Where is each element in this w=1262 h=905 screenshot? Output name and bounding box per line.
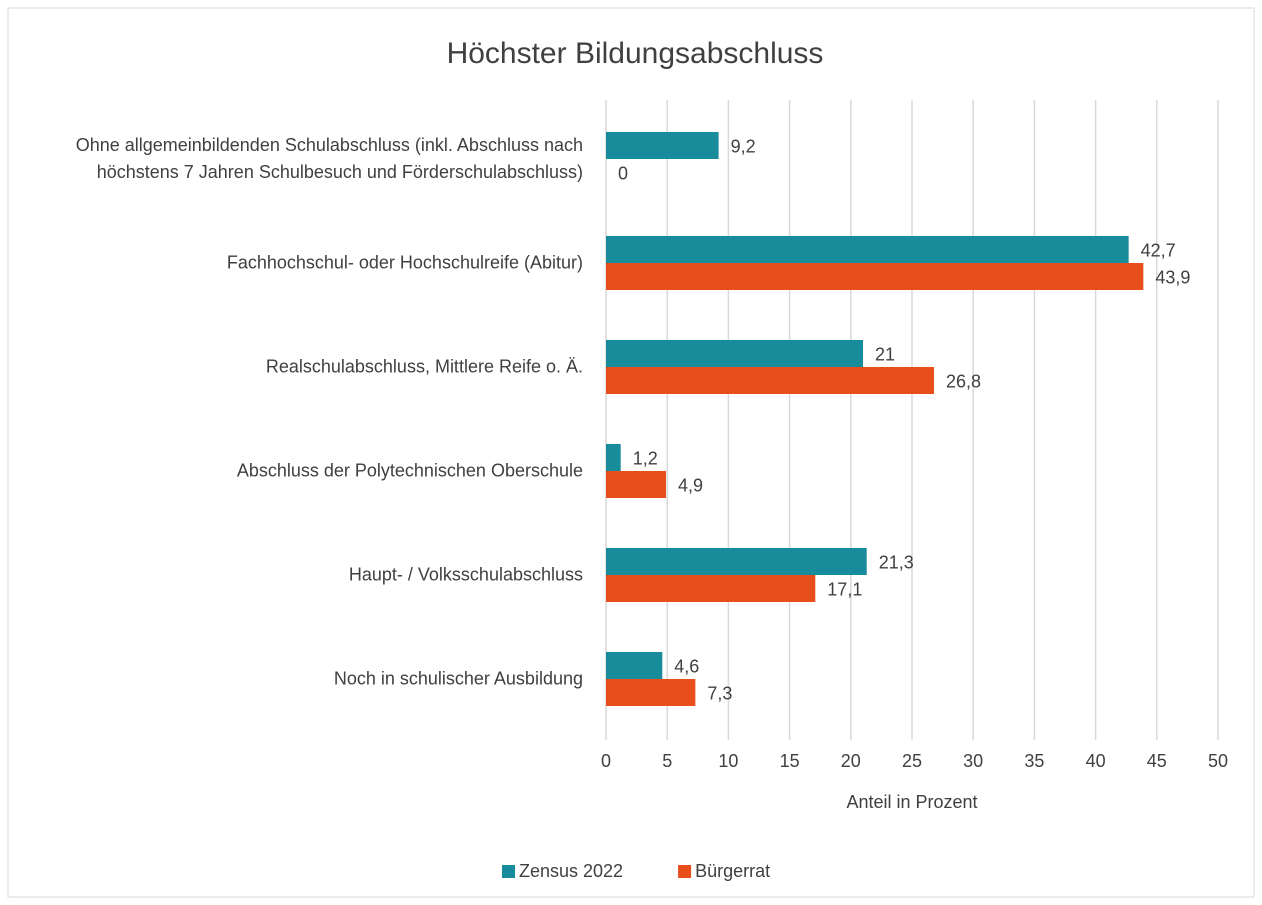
x-tick-label: 15 [780,751,800,771]
value-label: 21,3 [879,552,914,572]
value-label: 9,2 [731,136,756,156]
y-tick-label: Haupt- / Volksschulabschluss [348,564,583,585]
legend-swatch [502,865,515,878]
value-label: 4,9 [678,475,703,495]
value-label: 7,3 [707,683,732,703]
x-tick-label: 30 [963,751,983,771]
bar [606,132,719,159]
value-label: 17,1 [827,579,862,599]
bar [606,679,696,706]
bar [606,575,816,602]
x-tick-label: 20 [841,751,861,771]
value-label: 42,7 [1141,240,1176,260]
y-tick-label: Fachhochschul- oder Hochschulreife (Abit… [226,252,583,273]
x-tick-label: 25 [902,751,922,771]
chart-title: Höchster Bildungsabschluss [447,37,824,70]
bar [606,548,867,575]
x-tick-label: 10 [718,751,738,771]
x-tick-label: 5 [662,751,672,771]
bar [606,652,663,679]
bar [606,340,864,367]
value-label: 4,6 [674,656,699,676]
y-tick-label: Noch in schulischer Ausbildung [333,668,583,689]
value-label: 1,2 [633,448,658,468]
x-axis-label: Anteil in Prozent [846,792,977,812]
x-tick-label: 40 [1086,751,1106,771]
bar [606,367,935,394]
legend-swatch [678,865,692,878]
y-tick-label: Abschluss der Polytechnischen Oberschule [236,460,583,481]
x-tick-label: 50 [1208,751,1228,771]
x-tick-label: 0 [601,751,611,771]
value-label: 21 [875,344,895,364]
bar [606,444,621,471]
y-tick-label: Ohne allgemeinbildenden Schulabschluss (… [75,135,583,182]
x-tick-label: 45 [1147,751,1167,771]
x-tick-label: 35 [1024,751,1044,771]
bar [606,263,1144,290]
value-label: 43,9 [1155,267,1190,287]
y-tick-label: Realschulabschluss, Mittlere Reife o. Ä. [265,356,583,377]
bar [606,236,1129,263]
value-label: 0 [618,163,628,183]
legend-label: Bürgerrat [695,861,770,881]
bar [606,471,666,498]
legend-label: Zensus 2022 [519,861,623,881]
value-label: 26,8 [946,371,981,391]
